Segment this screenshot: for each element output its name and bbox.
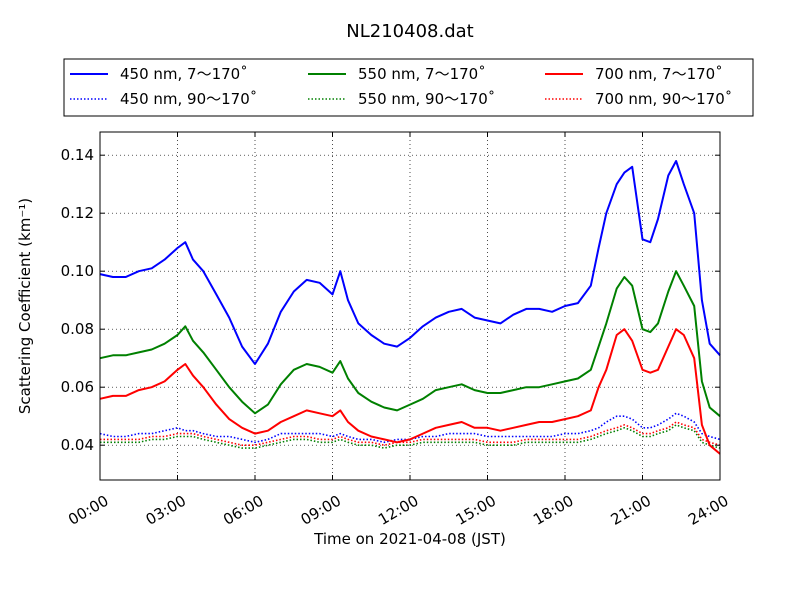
legend-label: 450 nm, 90～170˚ [120,90,257,108]
grid [100,132,720,480]
x-axis-label: Time on 2021-04-08 (JST) [313,530,506,548]
y-tick-label: 0.12 [61,204,94,222]
y-axis-label: Scattering Coefficient (km⁻¹) [16,198,34,414]
y-tick-label: 0.10 [61,262,94,280]
y-tick-label: 0.06 [61,378,94,396]
y-tick-label: 0.04 [61,436,94,454]
series-line [99,160,721,365]
y-tick-label: 0.14 [61,146,94,164]
series-line [99,270,721,417]
legend-label: 550 nm, 7～170˚ [358,65,486,83]
x-tick-label: 06:00 [220,492,266,529]
series-line [100,421,721,446]
y-tick-label: 0.08 [61,320,94,338]
x-tick-label: 09:00 [298,492,344,529]
x-tick-label: 18:00 [530,492,576,529]
y-axis: 0.04 0.06 0.08 0.10 0.12 0.14 [61,146,720,454]
series-line [99,328,721,455]
x-tick-label: 15:00 [453,492,499,529]
series-layer [99,160,721,455]
x-tick-label: 03:00 [143,492,189,529]
chart-title: NL210408.dat [346,21,473,42]
x-tick-label: 21:00 [608,492,654,529]
series-line [99,412,721,444]
legend-label: 550 nm, 90～170˚ [358,90,495,108]
legend-label: 700 nm, 90～170˚ [595,90,732,108]
x-axis: 00:00 03:00 06:00 09:00 12:00 15:00 18:00 21:00… [65,132,732,529]
x-tick-label: 00:00 [65,492,111,529]
legend-label: 450 nm, 7～170˚ [120,65,248,83]
x-tick-label: 24:00 [685,492,731,529]
x-tick-label: 12:00 [375,492,421,529]
legend-label: 700 nm, 7～170˚ [595,65,723,83]
legend-frame [63,58,754,117]
legend: 450 nm, 7～170˚ 450 nm, 90～170˚ 550 nm, 7～1… [63,58,754,117]
